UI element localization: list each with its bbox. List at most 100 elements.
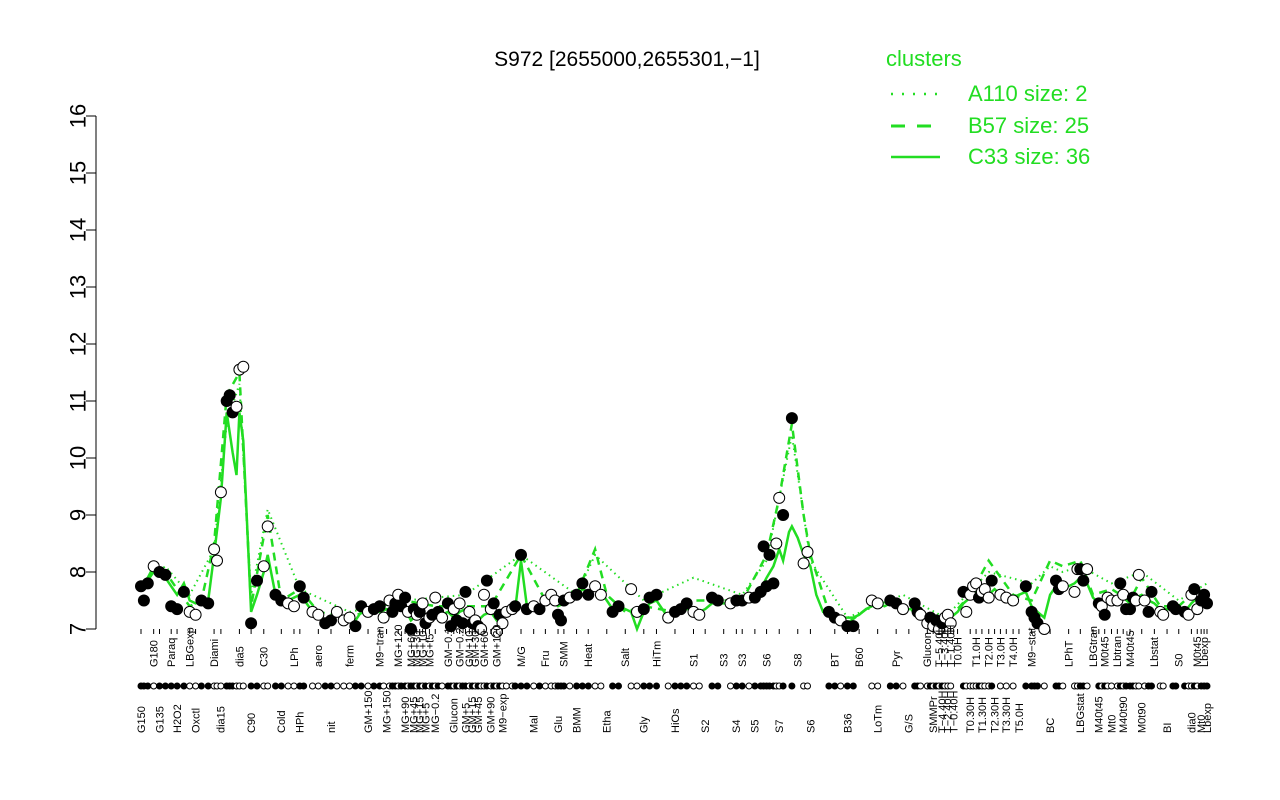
data-point xyxy=(785,412,798,425)
data-point xyxy=(1068,585,1081,598)
data-point xyxy=(509,600,522,613)
x-tick-label: Mt0 xyxy=(1196,715,1208,733)
x-tick-label: T0.30H xyxy=(965,697,977,733)
x-tick-label: LBGstat xyxy=(1075,693,1087,733)
data-point xyxy=(1019,580,1032,593)
data-point xyxy=(496,617,509,630)
data-point xyxy=(612,600,625,613)
data-point xyxy=(478,588,490,601)
x-tick-label: T−1.40H xyxy=(946,624,958,667)
x-tick-label: Lbstat xyxy=(1149,637,1161,667)
x-tick-label: GM+150 xyxy=(363,691,375,734)
legend-label-b57: B57 size: 25 xyxy=(968,113,1089,138)
data-point xyxy=(871,597,884,610)
rug-mark xyxy=(917,682,924,690)
x-tick-label: GM−0.2 xyxy=(454,628,466,667)
x-tick-label: aero xyxy=(313,645,325,667)
rug-mark xyxy=(868,682,876,690)
y-tick-label: 11 xyxy=(66,390,91,413)
data-point xyxy=(944,617,957,630)
y-tick-label: 7 xyxy=(66,623,91,635)
rug-mark xyxy=(253,682,261,690)
rug-mark xyxy=(217,682,225,690)
rug-mark xyxy=(1059,682,1067,690)
x-tick-label: Lbexp xyxy=(1202,703,1214,733)
rug-mark xyxy=(197,682,205,690)
x-tick-label: S5 xyxy=(750,720,762,733)
x-tick-label: T−3.40H xyxy=(940,624,952,667)
rug-mark xyxy=(996,682,1004,690)
data-point xyxy=(680,597,693,610)
x-tick-label: GM+15 xyxy=(467,697,479,733)
rug-mark xyxy=(204,682,212,690)
data-point xyxy=(453,597,466,610)
x-tick-label: GM+30 xyxy=(470,631,482,667)
rug-mark xyxy=(186,682,194,690)
x-tick-label: S0 xyxy=(1174,654,1186,667)
x-tick-label: M0t90 xyxy=(1137,702,1149,733)
data-point xyxy=(1142,605,1155,618)
rug-mark xyxy=(300,682,308,690)
data-point xyxy=(480,574,493,587)
chart-title: S972 [2655000,2655301,−1] xyxy=(494,48,760,71)
data-point xyxy=(1138,594,1151,607)
data-point xyxy=(770,537,783,550)
rug-mark xyxy=(578,682,586,690)
data-point xyxy=(985,574,998,587)
data-point xyxy=(533,603,546,616)
rug-mark xyxy=(947,682,955,690)
data-point xyxy=(141,577,154,590)
x-tick-label: GM+90 xyxy=(486,697,498,733)
data-point xyxy=(137,594,150,607)
x-tick-label: SMMPr xyxy=(928,696,940,733)
x-tick-label: B60 xyxy=(854,647,866,667)
data-point xyxy=(650,588,663,601)
x-tick-label: S6 xyxy=(761,654,773,667)
x-tick-label: Mal xyxy=(529,715,541,733)
x-tick-label: S1 xyxy=(688,654,700,667)
data-point xyxy=(293,580,306,593)
data-point xyxy=(1201,597,1213,610)
data-point xyxy=(343,611,356,624)
rug-mark xyxy=(277,682,285,690)
x-tick-label: B36 xyxy=(842,713,854,733)
rug-mark xyxy=(1108,682,1115,690)
rug-mark xyxy=(745,682,753,690)
rug-mark xyxy=(727,682,734,690)
rug-mark xyxy=(566,682,574,690)
x-tick-label: LoTm xyxy=(873,705,885,733)
data-point xyxy=(589,580,602,593)
x-tick-label: Mt0 xyxy=(1106,715,1118,733)
data-point xyxy=(1182,608,1195,621)
data-point xyxy=(773,491,786,504)
data-point xyxy=(211,554,223,567)
x-tick-label: T5.0H xyxy=(1014,703,1026,733)
x-tick-label: T3.30H xyxy=(1001,697,1013,733)
x-tick-label: M0t45 xyxy=(1192,636,1204,667)
rug-mark xyxy=(615,682,622,690)
data-point xyxy=(763,548,776,561)
x-tick-label: T−0.40H xyxy=(949,690,961,733)
rug-mark xyxy=(695,682,703,690)
rug-mark xyxy=(831,682,839,690)
data-point xyxy=(399,591,412,604)
rug-mark xyxy=(627,682,635,690)
data-point xyxy=(960,605,973,618)
x-tick-label: MG+120 xyxy=(393,625,405,668)
legend-label-a110: A110 size: 2 xyxy=(968,81,1087,106)
data-point xyxy=(208,543,221,556)
rug-mark xyxy=(732,682,740,690)
x-tick-label: S2 xyxy=(700,720,712,733)
x-tick-label: Etha xyxy=(602,709,614,733)
x-tick-label: HiOs xyxy=(670,708,682,733)
rug-mark xyxy=(327,682,335,690)
rug-mark xyxy=(536,682,543,690)
x-tick-label: LPh xyxy=(289,647,301,667)
rug-mark xyxy=(1159,682,1167,690)
data-point xyxy=(429,591,442,604)
x-tick-label: S3 xyxy=(737,654,749,667)
x-tick-label: GM+10 xyxy=(464,631,476,667)
rug-mark xyxy=(788,682,796,690)
legend-entry-b57: B57 size: 25 xyxy=(891,113,1089,138)
